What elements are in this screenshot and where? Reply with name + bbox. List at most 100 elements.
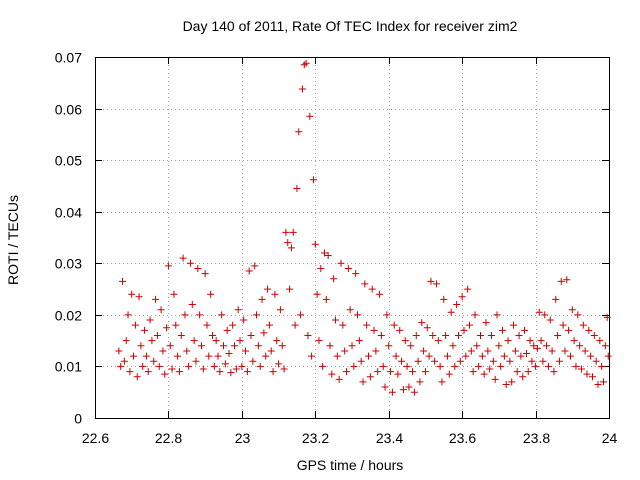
data-point <box>445 370 453 378</box>
data-point <box>401 337 409 345</box>
data-point <box>451 362 459 370</box>
data-point <box>342 368 350 376</box>
data-point <box>153 331 161 339</box>
y-tick-label: 0.01 <box>55 359 82 375</box>
data-point <box>484 347 492 355</box>
data-point <box>594 380 602 388</box>
data-point <box>141 326 149 334</box>
data-point <box>599 378 607 386</box>
data-point <box>286 285 294 293</box>
data-point <box>601 342 609 350</box>
data-point <box>265 321 273 329</box>
data-point <box>137 342 145 350</box>
data-point <box>273 337 281 345</box>
data-point <box>320 249 328 257</box>
data-point <box>418 319 426 327</box>
data-point <box>526 337 534 345</box>
data-point <box>203 321 211 329</box>
data-point <box>229 321 237 329</box>
data-point <box>315 337 323 345</box>
data-point <box>387 368 395 376</box>
data-point <box>493 311 501 319</box>
data-point <box>543 342 551 350</box>
data-point <box>348 342 356 350</box>
y-tick-label: 0 <box>74 411 82 427</box>
data-point <box>269 368 277 376</box>
data-point <box>139 362 147 370</box>
data-point <box>482 319 490 327</box>
data-point <box>297 311 305 319</box>
data-point <box>442 331 450 339</box>
data-point <box>577 365 585 373</box>
data-point <box>232 365 240 373</box>
data-point <box>284 239 292 247</box>
data-point <box>196 311 204 319</box>
data-point <box>372 347 380 355</box>
data-point <box>117 362 125 370</box>
data-point <box>223 326 231 334</box>
y-tick-label: 0.02 <box>55 308 82 324</box>
data-point <box>370 326 378 334</box>
data-point <box>331 316 339 324</box>
data-point <box>172 321 180 329</box>
data-point <box>254 342 262 350</box>
y-axis-tick-labels: 0 0.01 0.02 0.03 0.04 0.05 0.06 0.07 <box>55 50 82 427</box>
data-point <box>420 347 428 355</box>
data-point <box>604 352 612 360</box>
data-point <box>579 321 587 329</box>
data-point <box>344 264 352 272</box>
x-tick-label: 23.2 <box>302 430 329 446</box>
data-point <box>128 290 136 298</box>
data-point <box>119 277 127 285</box>
data-point <box>328 370 336 378</box>
x-axis-tick-labels: 22.6 22.8 23 23.2 23.4 23.6 23.8 24 <box>82 430 618 446</box>
data-point <box>225 350 233 358</box>
data-point <box>469 368 477 376</box>
data-point <box>309 176 317 184</box>
data-point <box>311 240 319 248</box>
data-point <box>557 277 565 285</box>
data-point <box>460 326 468 334</box>
data-point <box>355 337 363 345</box>
data-point <box>535 308 543 316</box>
plot-frame <box>95 57 610 419</box>
data-point <box>596 337 604 345</box>
data-point <box>392 352 400 360</box>
data-point <box>488 331 496 339</box>
data-point <box>161 370 169 378</box>
data-point <box>376 290 384 298</box>
data-point <box>234 306 242 314</box>
data-point <box>436 362 444 370</box>
data-point <box>335 375 343 383</box>
data-point <box>304 331 312 339</box>
data-point <box>188 301 196 309</box>
data-point <box>291 321 299 329</box>
data-point <box>592 357 600 365</box>
data-point <box>174 352 182 360</box>
data-point <box>194 264 202 272</box>
data-point <box>238 362 246 370</box>
data-point <box>155 362 163 370</box>
data-point <box>333 352 341 360</box>
data-point <box>144 368 152 376</box>
data-point <box>504 337 512 345</box>
data-point <box>563 276 571 284</box>
data-point <box>489 357 497 365</box>
data-point <box>326 342 334 350</box>
data-point <box>377 331 385 339</box>
data-point <box>124 311 132 319</box>
data-point <box>379 362 387 370</box>
data-point <box>603 313 611 321</box>
x-tick-label: 22.6 <box>82 430 109 446</box>
data-point <box>324 252 332 260</box>
data-point <box>177 331 185 339</box>
x-tick-label: 22.8 <box>155 430 182 446</box>
data-point <box>168 365 176 373</box>
data-point <box>453 301 461 309</box>
data-point <box>449 342 457 350</box>
data-point <box>427 277 435 285</box>
data-point <box>208 331 216 339</box>
data-point <box>262 352 270 360</box>
data-point <box>251 262 259 270</box>
data-point <box>480 370 488 378</box>
